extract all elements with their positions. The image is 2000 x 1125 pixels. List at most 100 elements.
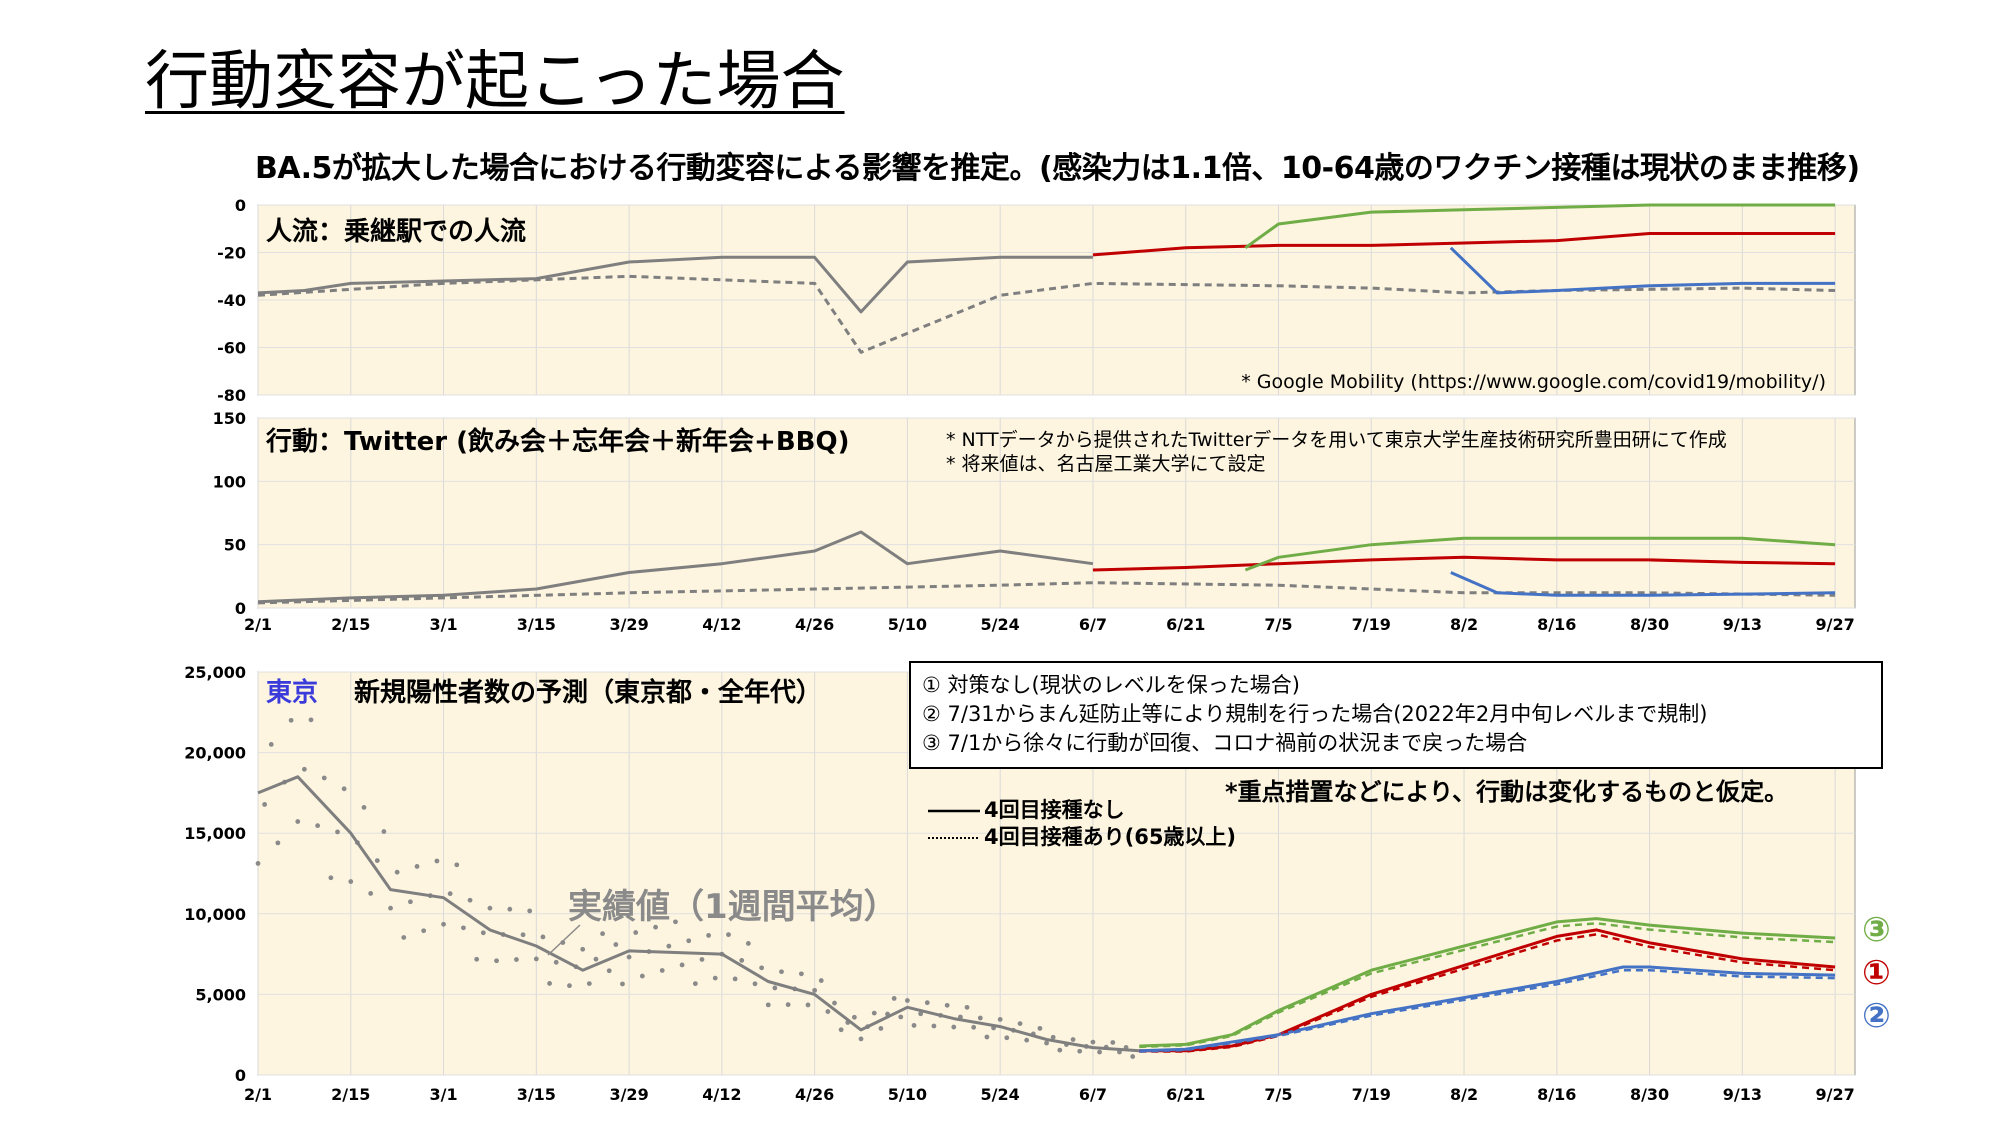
daily-point	[812, 987, 818, 993]
daily-point	[911, 1023, 917, 1028]
x-tick-label: 8/2	[1450, 1085, 1478, 1104]
daily-point	[540, 934, 546, 940]
assumption-note: *重点措置などにより、行動は変化するものと仮定。	[1225, 778, 1788, 806]
twitter-title: 行動：Twitter (飲み会＋忘年会＋新年会+BBQ)	[265, 426, 849, 457]
daily-point	[752, 981, 758, 987]
daily-point	[858, 1036, 864, 1042]
daily-point	[699, 957, 705, 962]
daily-point	[851, 1014, 857, 1020]
daily-point	[586, 981, 592, 986]
x-tick-label: 9/13	[1723, 1085, 1762, 1104]
daily-point	[600, 931, 605, 937]
daily-point	[434, 858, 440, 864]
daily-point	[951, 1024, 957, 1030]
daily-point	[918, 1011, 924, 1017]
daily-point	[726, 932, 731, 938]
daily-point	[288, 717, 294, 723]
daily-point	[832, 1000, 837, 1006]
y-tick-label: 20,000	[184, 744, 246, 763]
y-tick-label: 100	[213, 472, 246, 491]
daily-point	[759, 965, 765, 971]
series-line	[1450, 571, 1836, 597]
x-tick-label: 6/7	[1079, 615, 1107, 634]
daily-point	[765, 1002, 771, 1008]
mobility-gridlines	[257, 204, 1855, 396]
daily-point	[374, 858, 380, 864]
daily-point	[275, 840, 281, 846]
x-tick-label: 6/21	[1166, 615, 1205, 634]
daily-point	[527, 908, 533, 914]
x-tick-label: 9/27	[1815, 615, 1854, 634]
x-tick-label: 4/26	[795, 1085, 834, 1104]
daily-point	[924, 1000, 930, 1006]
daily-point	[997, 1016, 1003, 1022]
scenario-3: ③ 7/1から徐々に行動が回復、コロナ禍前の状況まで戻った場合	[922, 731, 1527, 755]
daily-point	[388, 905, 393, 911]
twitter-note-2: * 将来値は、名古屋工業大学にて設定	[946, 453, 1266, 475]
y-tick-label: 25,000	[184, 663, 246, 682]
daily-point	[494, 958, 499, 964]
x-tick-label: 4/26	[795, 615, 834, 634]
series-line	[1244, 536, 1836, 572]
twitter-y-ticks: 150 100 50 0	[213, 409, 246, 618]
scenario-3-marker: ③	[1862, 910, 1891, 950]
daily-point	[533, 956, 539, 962]
daily-point	[315, 823, 321, 829]
daily-point	[818, 978, 824, 983]
x-tick-label: 3/1	[429, 1085, 457, 1104]
y-tick-label: 150	[213, 409, 246, 428]
twitter-x-ticks: 2/1 2/15 3/1 3/15 3/29 4/12 4/26 5/10 5/24 6/7 6/2…	[244, 615, 1855, 634]
x-tick-label: 5/10	[888, 1085, 927, 1104]
x-tick-label: 6/7	[1079, 1085, 1107, 1104]
daily-point	[779, 969, 784, 975]
daily-point	[732, 976, 738, 982]
scenario-1: ① 対策なし(現状のレベルを保った場合)	[922, 673, 1300, 697]
x-tick-label: 2/15	[331, 615, 370, 634]
actual-label: 実績値（1週間平均）	[568, 887, 898, 927]
daily-point	[1057, 1047, 1063, 1053]
cases-panel: 25,000 20,000 15,000 10,000 5,000 0 2/1 2/15 3/…	[184, 661, 1891, 1104]
daily-point	[295, 819, 301, 824]
x-tick-label: 2/15	[331, 1085, 370, 1104]
daily-point	[1044, 1040, 1049, 1046]
daily-point	[381, 829, 387, 834]
daily-point	[692, 981, 698, 987]
daily-point	[964, 1004, 970, 1010]
daily-point	[1017, 1021, 1023, 1027]
x-tick-label: 2/1	[244, 615, 272, 634]
cases-lines	[257, 775, 1836, 1053]
daily-point	[308, 717, 314, 723]
daily-point	[553, 959, 559, 965]
daily-point	[335, 829, 340, 835]
mobility-note: * Google Mobility (https://www.google.co…	[1241, 371, 1826, 393]
x-tick-label: 4/12	[702, 615, 741, 634]
twitter-panel: 150 100 50 0 行動：Twitter (飲み会＋忘年会＋新年会+BBQ) *…	[213, 409, 1856, 634]
daily-point	[620, 981, 625, 987]
daily-point	[547, 981, 552, 986]
daily-point	[480, 930, 486, 936]
daily-point	[1024, 1037, 1030, 1043]
daily-point	[567, 983, 572, 989]
daily-point	[653, 924, 658, 930]
scenario-1-marker: ①	[1862, 953, 1891, 993]
actual-label-leader	[547, 924, 581, 956]
daily-point	[1130, 1054, 1136, 1059]
daily-point	[1090, 1039, 1096, 1045]
x-tick-label: 3/1	[429, 615, 457, 634]
scenario-2-marker: ②	[1862, 996, 1891, 1036]
legend-solid-label: 4回目接種なし	[984, 798, 1125, 822]
daily-point	[659, 968, 665, 973]
daily-point	[772, 985, 778, 991]
y-tick-label: 0	[235, 1066, 246, 1085]
mobility-title: 人流：乗継駅での人流	[266, 216, 526, 247]
daily-point	[447, 891, 453, 897]
x-tick-label: 5/24	[981, 1085, 1020, 1104]
mobility-lines	[257, 203, 1836, 354]
daily-point	[679, 962, 685, 968]
x-tick-label: 8/2	[1450, 615, 1478, 634]
daily-point	[977, 1015, 983, 1021]
daily-point	[745, 941, 751, 946]
cases-x-ticks: 2/1 2/15 3/1 3/15 3/29 4/12 4/26 5/10 5/24 6/7 6/2…	[244, 1085, 1855, 1104]
daily-point	[268, 742, 274, 747]
